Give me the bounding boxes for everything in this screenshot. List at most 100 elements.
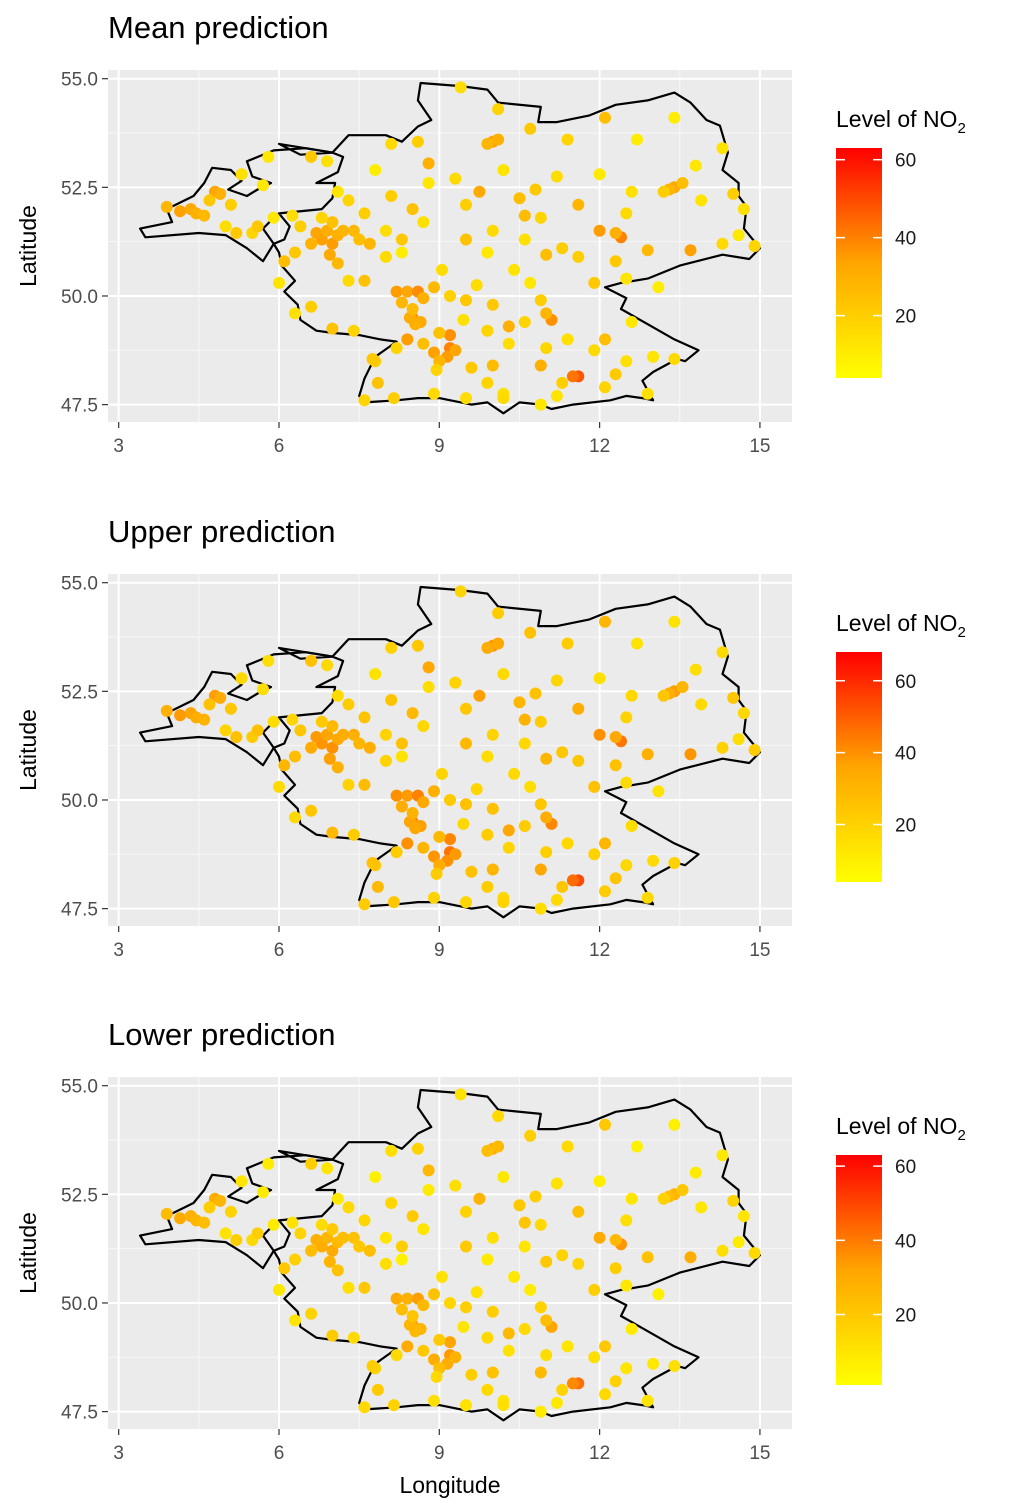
station-point — [262, 654, 275, 667]
station-point — [518, 713, 531, 726]
station-point — [641, 1394, 654, 1407]
x-tick-label: 9 — [434, 940, 445, 961]
station-point — [737, 1210, 750, 1223]
station-point — [593, 728, 606, 741]
station-point — [566, 1377, 579, 1390]
station-point — [262, 1157, 275, 1170]
station-point — [321, 155, 334, 168]
station-point — [214, 691, 227, 704]
station-point — [454, 81, 467, 94]
station-point — [289, 750, 301, 763]
station-point — [406, 807, 419, 819]
station-point — [556, 376, 569, 389]
station-point — [460, 1205, 472, 1218]
station-point — [529, 1190, 542, 1203]
station-point — [390, 789, 403, 802]
station-point — [470, 783, 483, 796]
country-border — [139, 81, 762, 415]
station-point — [235, 672, 248, 685]
station-point — [395, 1240, 408, 1253]
station-point — [540, 307, 553, 320]
y-tick-label: 47.5 — [61, 1403, 98, 1424]
station-point — [203, 698, 216, 711]
station-point — [369, 1171, 382, 1183]
station-point — [273, 1283, 285, 1296]
station-point — [203, 194, 216, 207]
station-point — [540, 248, 553, 261]
x-tick-label: 9 — [434, 1443, 445, 1464]
station-point — [305, 1307, 318, 1320]
station-point — [422, 1184, 435, 1196]
station-point — [214, 187, 227, 200]
station-point — [502, 320, 515, 333]
station-point — [406, 1210, 419, 1223]
legend-tick-marks — [836, 158, 882, 317]
legend-title: Level of NO2 — [836, 610, 966, 641]
station-point — [371, 880, 384, 893]
station-point — [444, 290, 456, 302]
station-point — [417, 1299, 430, 1312]
station-point — [486, 1231, 499, 1244]
station-point — [422, 177, 435, 189]
station-point — [363, 1244, 376, 1257]
station-point — [326, 1329, 339, 1342]
station-point — [219, 1227, 232, 1240]
station-point — [262, 150, 275, 163]
station-point — [369, 668, 382, 680]
gridlines — [108, 1077, 792, 1429]
station-point — [444, 794, 456, 806]
station-point — [390, 285, 403, 298]
x-tick-label: 3 — [113, 940, 124, 961]
station-point — [497, 896, 510, 909]
station-point — [609, 1375, 622, 1388]
station-point — [647, 1357, 660, 1370]
station-point — [358, 778, 371, 791]
station-point — [657, 689, 670, 702]
station-point — [540, 811, 553, 824]
panel-title: Upper prediction — [108, 514, 335, 549]
station-point — [566, 874, 579, 887]
station-point — [534, 211, 547, 224]
station-point — [289, 1314, 301, 1327]
station-point — [417, 1223, 430, 1236]
station-point — [556, 880, 569, 893]
station-point — [534, 1218, 547, 1231]
station-point — [347, 728, 360, 741]
station-point — [481, 1331, 494, 1344]
station-point — [406, 203, 419, 216]
station-point — [518, 316, 531, 328]
station-points — [160, 1088, 761, 1418]
station-point — [609, 1262, 622, 1275]
station-point — [342, 1201, 355, 1214]
station-point — [401, 333, 414, 346]
panel-lower-prediction: Lower prediction 3 6 9 12 15 47.5 50.0 5… — [15, 1017, 966, 1498]
station-point — [588, 1351, 601, 1364]
station-point — [315, 233, 328, 246]
station-point — [518, 820, 531, 832]
station-point — [326, 237, 339, 250]
station-point — [572, 250, 585, 263]
station-point — [371, 376, 384, 389]
station-point — [465, 865, 478, 878]
legend-title: Level of NO2 — [836, 1113, 966, 1144]
station-point — [273, 276, 285, 289]
panel-upper-prediction: Upper prediction 3 6 9 12 15 47.5 50.0 5… — [15, 514, 966, 961]
station-point — [289, 811, 301, 824]
legend-title: Level of NO2 — [836, 106, 966, 137]
station-point — [449, 1351, 462, 1364]
station-point — [540, 752, 553, 765]
station-point — [460, 798, 472, 811]
station-point — [289, 246, 301, 259]
station-point — [337, 1231, 350, 1244]
station-point — [326, 1223, 339, 1236]
station-point — [561, 1340, 574, 1353]
station-point — [609, 1234, 622, 1246]
legend-tick-label: 60 — [895, 151, 916, 172]
station-point — [727, 691, 740, 704]
station-point — [609, 255, 622, 268]
station-point — [492, 607, 505, 620]
panel-mean-prediction: Mean prediction 3 6 9 12 15 47.5 50.0 52… — [15, 10, 966, 457]
station-point — [593, 672, 606, 685]
station-point — [481, 324, 494, 337]
station-point — [481, 1383, 494, 1396]
